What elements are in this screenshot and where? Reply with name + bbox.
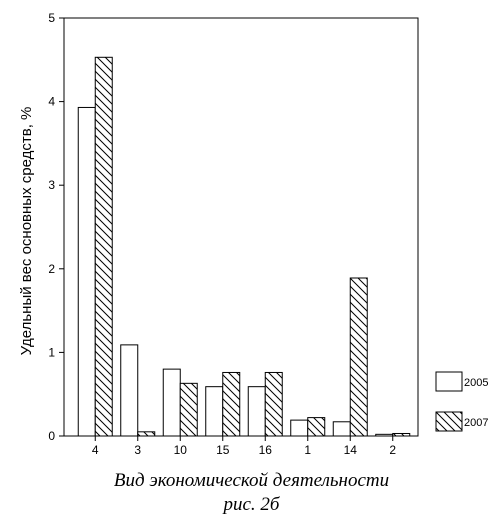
legend-swatch-2007	[435, 411, 463, 432]
bar-2005-16	[247, 386, 266, 437]
y-tick-label: 3	[48, 178, 55, 192]
x-tick-label: 16	[259, 443, 273, 457]
legend: 2005 2007	[435, 371, 488, 432]
bar-2007-4	[94, 56, 113, 437]
x-tick-label: 3	[134, 443, 141, 457]
x-tick-label: 1	[304, 443, 311, 457]
legend-label-2005: 2005	[464, 377, 488, 389]
figure-caption: рис. 2б	[223, 494, 280, 515]
bar-2005-14	[332, 421, 351, 437]
y-tick-label: 5	[48, 11, 55, 25]
legend-swatch-2005	[435, 371, 463, 392]
y-tick-label: 0	[48, 429, 55, 443]
x-tick-label: 4	[92, 443, 99, 457]
bar-2007-3	[137, 431, 156, 437]
y-axis-label: Удельный вес основных средств, %	[18, 107, 35, 356]
legend-label-2007: 2007	[464, 417, 488, 429]
plot-area-frame	[63, 17, 419, 437]
x-axis-label: Вид экономической деятельности	[113, 470, 390, 491]
y-tick-label: 2	[48, 262, 55, 276]
bar-2005-4	[77, 106, 96, 437]
bar-2007-15	[222, 371, 241, 437]
bar-2007-14	[349, 277, 368, 437]
bar-2007-10	[179, 382, 198, 437]
bar-2005-15	[205, 386, 224, 437]
bar-2005-3	[120, 344, 139, 437]
y-tick-label: 4	[48, 95, 55, 109]
bar-2007-16	[264, 371, 283, 437]
bar-2005-10	[162, 368, 181, 437]
bar-2005-1	[290, 419, 309, 437]
y-tick-label: 1	[48, 345, 55, 359]
x-tick-label: 15	[216, 443, 230, 457]
bar-2007-1	[307, 417, 326, 437]
x-tick-label: 14	[344, 443, 358, 457]
x-tick-label: 2	[389, 443, 396, 457]
x-tick-label: 10	[174, 443, 188, 457]
